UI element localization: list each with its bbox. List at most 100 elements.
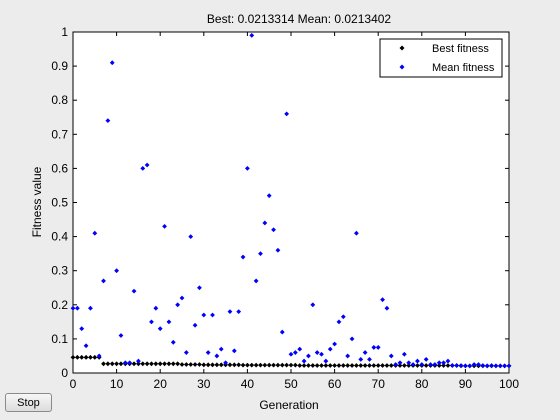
x-tick-label: 20 xyxy=(154,377,168,391)
mean-fitness-marker xyxy=(463,363,468,369)
best-fitness-marker xyxy=(279,362,285,368)
axis-ticks: 0 10 20 30 40 50 60 70 80 90 100 0 0.1 0.2 0.3 0.4 0.5 0.… xyxy=(51,25,519,391)
best-fitness-marker xyxy=(231,362,237,368)
mean-fitness-marker xyxy=(131,288,137,294)
best-fitness-marker xyxy=(192,362,198,367)
mean-fitness-marker xyxy=(393,362,399,367)
best-fitness-marker xyxy=(245,362,250,368)
mean-fitness-marker xyxy=(345,353,351,359)
mean-fitness-marker xyxy=(423,356,429,362)
mean-fitness-marker xyxy=(74,305,80,311)
best-fitness-marker xyxy=(275,362,281,368)
best-fitness-marker xyxy=(345,363,351,368)
best-fitness-marker xyxy=(314,363,320,368)
x-axis-label: Generation xyxy=(259,398,318,412)
mean-fitness-marker xyxy=(96,353,102,359)
mean-fitness-marker xyxy=(397,360,403,366)
mean-fitness-marker xyxy=(458,363,464,368)
mean-fitness-marker xyxy=(170,339,176,345)
best-fitness-marker xyxy=(175,361,181,367)
best-fitness-marker xyxy=(140,361,146,367)
legend-mean-marker xyxy=(399,64,405,70)
x-tick-label: 10 xyxy=(110,377,124,391)
legend: Best fitness Mean fitness xyxy=(379,38,503,78)
mean-fitness-marker xyxy=(262,220,268,226)
mean-fitness-marker xyxy=(201,312,207,318)
best-fitness-marker xyxy=(288,362,294,368)
mean-fitness-marker xyxy=(428,362,433,367)
best-fitness-marker xyxy=(218,362,224,368)
mean-fitness-marker xyxy=(358,356,364,362)
x-tick-label: 90 xyxy=(459,377,473,391)
best-fitness-marker xyxy=(197,362,202,367)
best-fitness-marker xyxy=(249,362,255,368)
y-tick-label: 0.1 xyxy=(51,332,68,346)
best-fitness-marker xyxy=(397,363,403,368)
mean-fitness-marker xyxy=(240,254,246,260)
mean-fitness-marker xyxy=(314,350,320,355)
best-fitness-marker xyxy=(271,362,276,368)
mean-fitness-marker xyxy=(223,360,228,366)
axes-background xyxy=(72,31,510,374)
best-fitness-marker xyxy=(445,363,451,368)
best-fitness-marker xyxy=(131,361,137,367)
best-fitness-marker xyxy=(240,362,246,368)
mean-fitness-marker xyxy=(275,247,281,253)
x-tick-label: 100 xyxy=(499,377,519,391)
mean-fitness-marker xyxy=(105,118,111,124)
mean-fitness-marker xyxy=(92,230,98,236)
mean-fitness-marker xyxy=(489,363,494,368)
mean-fitness-marker xyxy=(236,309,242,315)
y-tick-label: 0.7 xyxy=(51,127,68,141)
mean-fitness-marker xyxy=(349,336,355,342)
data-markers xyxy=(70,33,512,369)
y-tick-label: 0.9 xyxy=(51,59,68,73)
best-fitness-marker xyxy=(105,361,111,367)
best-fitness-marker xyxy=(384,363,390,368)
mean-fitness-marker xyxy=(192,322,198,328)
best-fitness-marker xyxy=(340,363,346,368)
mean-fitness-marker xyxy=(279,329,285,335)
mean-fitness-marker xyxy=(471,362,477,367)
y-axis-label: Fitness value xyxy=(30,166,44,237)
stop-button[interactable]: Stop xyxy=(5,393,52,412)
mean-fitness-marker xyxy=(197,285,202,291)
best-fitness-marker xyxy=(371,363,377,368)
best-fitness-marker xyxy=(109,361,115,367)
x-tick-label: 0 xyxy=(70,377,77,391)
mean-fitness-marker xyxy=(340,314,346,320)
best-fitness-marker xyxy=(183,362,189,367)
mean-fitness-marker xyxy=(153,305,159,311)
mean-fitness-marker xyxy=(179,295,185,301)
best-fitness-marker xyxy=(362,363,368,368)
mean-fitness-marker xyxy=(436,360,442,366)
mean-fitness-marker xyxy=(218,346,224,352)
best-fitness-marker xyxy=(292,362,298,368)
best-fitness-marker xyxy=(415,363,420,368)
best-fitness-marker xyxy=(227,362,233,368)
mean-fitness-marker xyxy=(336,319,342,325)
legend-best-label: Best fitness xyxy=(432,43,489,55)
best-fitness-marker xyxy=(441,363,446,368)
best-fitness-marker xyxy=(336,363,342,368)
mean-fitness-marker xyxy=(415,358,420,364)
best-fitness-marker xyxy=(375,363,381,368)
mean-fitness-marker xyxy=(231,348,237,354)
mean-fitness-marker xyxy=(297,346,303,352)
mean-fitness-marker xyxy=(214,353,220,359)
best-fitness-marker xyxy=(319,363,324,368)
best-fitness-marker xyxy=(349,363,355,368)
best-fitness-marker xyxy=(166,361,172,367)
best-label: Best: xyxy=(207,12,234,26)
best-fitness-marker xyxy=(188,362,194,367)
mean-fitness-marker xyxy=(175,302,181,308)
mean-fitness-marker xyxy=(371,345,377,350)
best-fitness-marker xyxy=(262,362,268,368)
legend-box xyxy=(379,38,503,78)
mean-fitness-marker xyxy=(406,360,412,366)
best-fitness-marker xyxy=(297,363,303,368)
x-tick-label: 70 xyxy=(372,377,386,391)
mean-fitness-marker xyxy=(323,358,329,364)
